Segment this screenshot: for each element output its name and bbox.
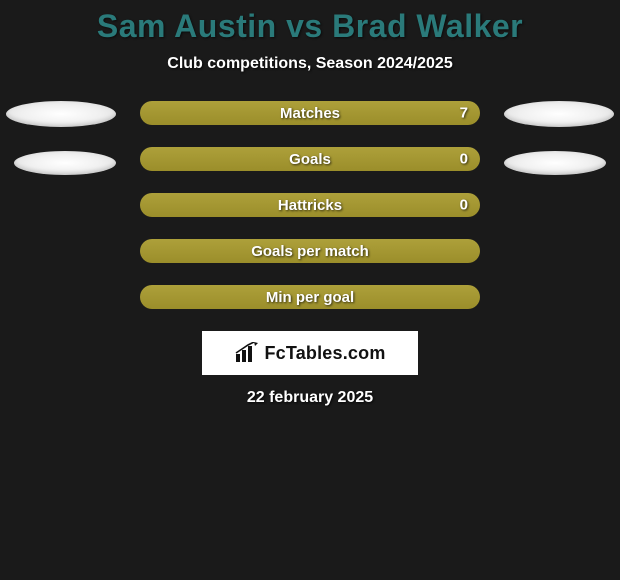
stat-label: Hattricks	[278, 197, 342, 214]
stat-label: Min per goal	[266, 289, 354, 306]
stat-bar-matches: Matches 7	[140, 101, 480, 125]
date-label: 22 february 2025	[0, 389, 620, 407]
stat-bars: Matches 7 Goals 0 Hattricks 0 Goals per …	[140, 101, 480, 309]
stat-bar-hattricks: Hattricks 0	[140, 193, 480, 217]
stat-value: 0	[460, 197, 468, 214]
stat-label: Matches	[280, 105, 340, 122]
infographic-root: Sam Austin vs Brad Walker Club competiti…	[0, 0, 620, 407]
player-left-ellipse-2	[14, 151, 116, 175]
stat-bar-goals-per-match: Goals per match	[140, 239, 480, 263]
stat-value: 0	[460, 151, 468, 168]
stat-label: Goals	[289, 151, 331, 168]
logo-box: FcTables.com	[202, 331, 418, 375]
stat-label: Goals per match	[251, 243, 369, 260]
stat-value: 7	[460, 105, 468, 122]
stat-bar-min-per-goal: Min per goal	[140, 285, 480, 309]
logo-text: FcTables.com	[264, 343, 385, 364]
stats-section: Matches 7 Goals 0 Hattricks 0 Goals per …	[0, 101, 620, 309]
player-right-ellipse-1	[504, 101, 614, 127]
bar-chart-icon	[234, 342, 260, 364]
subtitle: Club competitions, Season 2024/2025	[0, 55, 620, 73]
stat-bar-goals: Goals 0	[140, 147, 480, 171]
player-left-ellipse-1	[6, 101, 116, 127]
player-right-ellipse-2	[504, 151, 606, 175]
page-title: Sam Austin vs Brad Walker	[0, 8, 620, 45]
